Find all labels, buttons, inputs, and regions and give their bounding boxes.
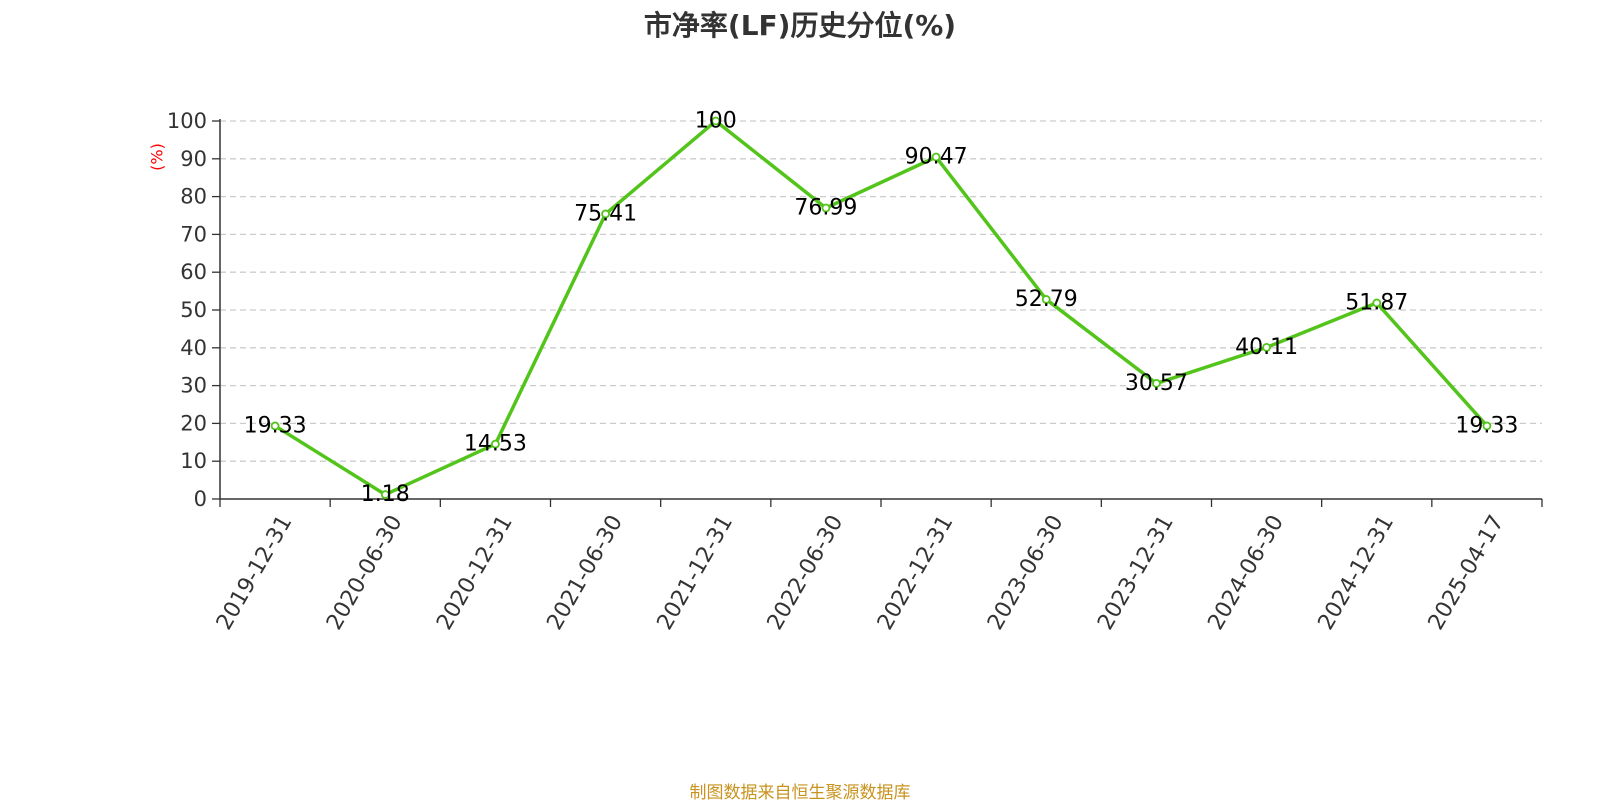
x-tick-label: 2021-12-31 — [653, 511, 739, 634]
data-label: 30.57 — [1125, 371, 1188, 396]
data-label: 40.11 — [1235, 335, 1298, 360]
x-tick-label: 2023-12-31 — [1093, 511, 1179, 634]
data-source-footer: 制图数据来自恒生聚源数据库 — [689, 783, 911, 803]
x-tick-label: 2019-12-31 — [212, 511, 298, 634]
data-point — [1041, 295, 1051, 304]
chart-title: 市净率(LF)历史分位(%) — [643, 9, 957, 42]
x-tick-label: 2025-04-17 — [1424, 511, 1510, 634]
y-tick-labels: 0 10 20 30 40 50 60 70 80 90 100 — [167, 109, 207, 511]
y-tick-label: 30 — [180, 374, 207, 398]
x-tick-labels: 2019-12-31 2020-06-30 2020-12-31 2021-06-30… — [212, 511, 1509, 634]
data-label: 19.33 — [244, 413, 307, 438]
y-tick-label: 20 — [180, 411, 207, 435]
x-tick-label: 2022-06-30 — [763, 511, 849, 634]
data-point — [931, 152, 941, 162]
y-tick-label: 100 — [167, 109, 207, 133]
data-point — [491, 439, 500, 449]
series-line-group — [270, 116, 1492, 499]
y-tick-label: 40 — [180, 336, 207, 360]
data-point — [1482, 421, 1492, 431]
x-tick-label: 2020-12-31 — [432, 511, 518, 634]
y-tick-label: 80 — [180, 185, 207, 209]
data-label: 14.53 — [464, 432, 527, 457]
y-tick-label: 60 — [180, 260, 207, 284]
data-label: 75.41 — [574, 201, 637, 226]
data-point — [270, 421, 280, 431]
data-point — [711, 116, 721, 126]
grid-lines — [220, 120, 1542, 462]
data-label: 1.18 — [361, 482, 410, 507]
y-tick-label: 70 — [180, 222, 207, 246]
data-label: 100 — [695, 109, 737, 134]
x-tick-label: 2023-06-30 — [983, 511, 1069, 634]
data-point — [380, 490, 390, 499]
x-tick-label: 2021-06-30 — [542, 511, 628, 634]
data-label: 51.87 — [1345, 290, 1408, 315]
data-label: 76.99 — [794, 195, 857, 220]
series-line — [274, 119, 1489, 497]
x-tick-label: 2024-12-31 — [1314, 511, 1400, 634]
data-point — [821, 203, 831, 213]
data-labels: 19.33 1.18 14.53 75.41 100 76.99 90.47 52.79 30.… — [244, 109, 1519, 508]
data-label: 90.47 — [905, 145, 968, 170]
x-tick-label: 2024-06-30 — [1203, 511, 1289, 634]
y-tick-label: 0 — [194, 487, 207, 511]
axes — [212, 119, 1543, 507]
data-point — [601, 209, 610, 219]
data-label: 52.79 — [1015, 287, 1078, 312]
y-tick-label: 90 — [180, 147, 207, 171]
x-tick-label: 2022-12-31 — [873, 511, 959, 634]
data-label: 19.33 — [1455, 413, 1518, 438]
data-point — [1152, 379, 1161, 388]
y-tick-label: 50 — [180, 298, 207, 322]
data-point — [1262, 342, 1271, 352]
data-point — [1372, 298, 1382, 308]
y-axis-label: (%) — [148, 143, 167, 171]
y-tick-label: 10 — [180, 449, 207, 473]
x-tick-label: 2020-06-30 — [322, 511, 408, 634]
